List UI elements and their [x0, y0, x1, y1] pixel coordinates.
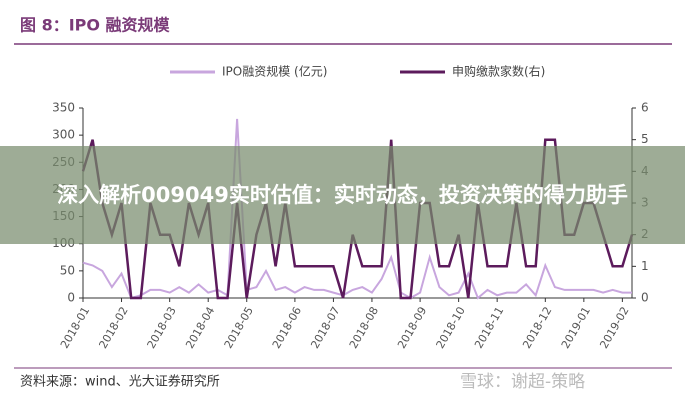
banner-text: 深入解析009049实时估值：实时动态，投资决策的得力助手	[57, 183, 628, 207]
source: 资料来源：wind、光大证券研究所	[20, 374, 220, 390]
banner: 深入解析009049实时估值：实时动态，投资决策的得力助手	[0, 146, 685, 244]
x-tick-label: 2018-04	[183, 305, 217, 351]
series-line	[82, 118, 632, 300]
x-tick-label: 2018-06	[270, 305, 304, 351]
x-tick-label: 2018-03	[145, 305, 179, 351]
x-tick-label: 2019-01	[559, 305, 593, 351]
x-tick-label: 2018-09	[395, 305, 429, 351]
watermark: 雪球：谢超-策略	[460, 372, 585, 392]
y2-tick-label: 0	[641, 291, 649, 305]
x-tick-label: 2018-02	[96, 305, 130, 351]
x-tick-label: 2018-01	[58, 305, 92, 351]
chart-title: 图 8：IPO 融资规模	[20, 16, 171, 35]
x-tick-label: 2018-11	[472, 305, 506, 351]
y2-tick-label: 1	[641, 259, 649, 273]
y-tick-label: 300	[52, 128, 75, 142]
x-tick-label: 2018-10	[434, 305, 468, 351]
x-tick-label: 2018-07	[308, 305, 342, 351]
y-tick-label: 350	[52, 101, 75, 115]
y-tick-label: 50	[60, 263, 75, 277]
y2-tick-label: 5	[641, 132, 649, 146]
y2-tick-label: 6	[641, 101, 649, 115]
legend-label: 申购缴款家数(右)	[452, 64, 545, 79]
legend-label: IPO融资规模 (亿元)	[222, 64, 327, 79]
x-tick-label: 2018-12	[520, 305, 554, 351]
y-tick-label: 0	[67, 291, 75, 305]
x-tick-label: 2018-08	[347, 305, 381, 351]
x-tick-label: 2019-02	[597, 305, 631, 351]
x-tick-label: 2018-05	[222, 305, 256, 351]
